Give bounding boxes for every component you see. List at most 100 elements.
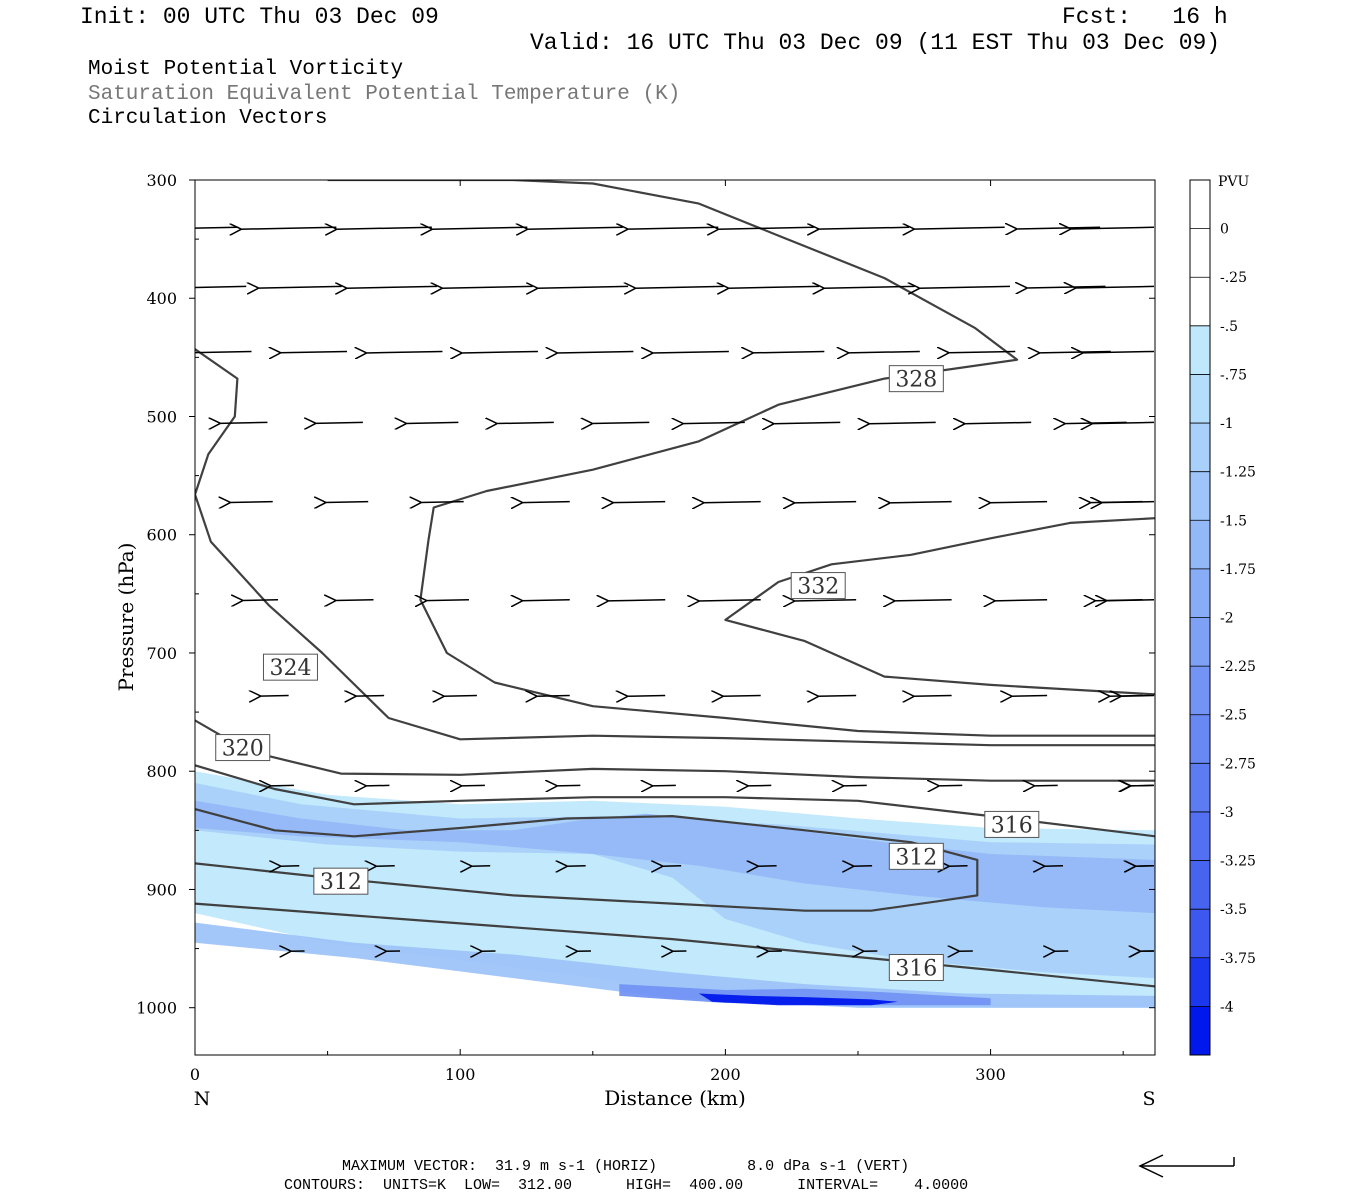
x-tick-label: 0 bbox=[190, 1065, 200, 1084]
vector-arrow bbox=[1120, 696, 1155, 697]
vector-arrow bbox=[919, 286, 1010, 288]
vector-arrow bbox=[948, 351, 1016, 352]
vector-arrow bbox=[889, 502, 952, 503]
contour-label-box bbox=[790, 572, 846, 600]
colorbar-tick-label: -.75 bbox=[1220, 367, 1247, 383]
x-tick-label: 300 bbox=[975, 1065, 1006, 1084]
contour-label: 312 bbox=[895, 845, 937, 870]
colorbar-tick-label: -3.5 bbox=[1220, 902, 1247, 918]
y-tick-label: 600 bbox=[146, 526, 177, 545]
x-end-label-right: S bbox=[1142, 1088, 1155, 1110]
vector-arrow bbox=[752, 351, 825, 352]
vector-arrow bbox=[627, 696, 666, 697]
colorbar-bin bbox=[1190, 325, 1210, 375]
contour-labels: 328 332 324 320 316 312 312 316 bbox=[215, 365, 1040, 982]
valid-time: Valid: 16 UTC Thu 03 Dec 09 (11 EST Thu … bbox=[530, 30, 1221, 56]
vector-arrow bbox=[718, 227, 814, 229]
colorbar-tick-label: -1.5 bbox=[1220, 513, 1247, 529]
colorbar-bin bbox=[1190, 957, 1210, 1007]
y-tick-label: 1000 bbox=[136, 999, 177, 1018]
vector-arrow bbox=[240, 227, 337, 229]
contour-316-2 bbox=[195, 902, 1155, 988]
init-time: Init: 00 UTC Thu 03 Dec 09 bbox=[80, 4, 439, 30]
contour-label: 324 bbox=[269, 656, 311, 681]
vector-arrow bbox=[406, 422, 459, 423]
vector-arrow bbox=[195, 226, 239, 229]
colorbar-tick-label: -2.75 bbox=[1220, 756, 1256, 772]
y-tick-label: 900 bbox=[146, 880, 177, 899]
vector-arrow bbox=[527, 227, 623, 229]
axes: 300 400 500 600 700 800 900 1000 0 100 200 300 bbox=[136, 171, 1155, 1084]
contour-label-box bbox=[215, 734, 271, 762]
vector-arrow bbox=[1082, 351, 1155, 352]
vector-arrow bbox=[1092, 422, 1155, 423]
colorbar-tick-label: -3 bbox=[1220, 805, 1234, 821]
contour-label-box bbox=[888, 842, 944, 870]
colorbar-tick-label: -3.75 bbox=[1220, 951, 1256, 967]
vector-arrow bbox=[315, 422, 363, 423]
vector-arrow bbox=[195, 350, 252, 354]
contour-label-box bbox=[313, 867, 369, 895]
pv-region-5 bbox=[698, 993, 898, 1006]
vector-arrow bbox=[258, 286, 342, 288]
y-axis-title: Pressure (hPa) bbox=[114, 543, 138, 692]
colorbar-bin bbox=[1190, 1006, 1210, 1056]
contour-label: 312 bbox=[320, 870, 362, 895]
reference-vector bbox=[1138, 1154, 1235, 1178]
contour-label-box bbox=[262, 653, 318, 681]
vector-arrow bbox=[1011, 696, 1048, 697]
vector-arrow bbox=[682, 422, 745, 423]
colorbar-tick-label: -2.25 bbox=[1220, 659, 1256, 675]
vector-arrow bbox=[426, 600, 469, 601]
vector-arrow bbox=[461, 351, 538, 353]
colorbar-tick-label: 0 bbox=[1220, 222, 1229, 238]
y-tick-label: 500 bbox=[146, 407, 177, 426]
vector-arrow bbox=[355, 696, 385, 697]
contour-label-box bbox=[888, 954, 944, 981]
vector-arrow bbox=[592, 422, 650, 423]
vector-arrow bbox=[522, 502, 570, 503]
y-tick-label: 700 bbox=[146, 644, 177, 663]
vector-arrow bbox=[420, 502, 464, 503]
vector-arrow bbox=[818, 696, 857, 697]
contour-label: 320 bbox=[222, 737, 264, 762]
vector-arrow bbox=[280, 351, 348, 352]
y-tick-label: 400 bbox=[146, 289, 177, 308]
y-tick-label: 300 bbox=[146, 171, 177, 190]
vector-arrow bbox=[913, 696, 952, 697]
colorbar-tick-label: -2.5 bbox=[1220, 708, 1247, 724]
vector-arrow bbox=[823, 286, 915, 288]
colorbar-bin bbox=[1190, 374, 1210, 424]
vector-arrow bbox=[608, 600, 666, 601]
vector-arrow bbox=[325, 502, 369, 503]
colorbar: 0 -.25 -.5 -.75 -1 -1.25 -1.5 -1.75 -2 -2.25 -2.5 -… bbox=[1189, 179, 1256, 1056]
contour-328-5 bbox=[327, 180, 1155, 737]
vector-arrow bbox=[989, 502, 1048, 503]
colorbar-bin bbox=[1190, 471, 1210, 521]
colorbar-tick-label: -1 bbox=[1220, 416, 1234, 432]
vector-arrow bbox=[703, 502, 761, 503]
vector-arrow bbox=[635, 286, 724, 288]
footer-contour-info: CONTOURS: UNITS=K LOW= 312.00 HIGH= 400.… bbox=[284, 1177, 969, 1194]
colorbar-bin bbox=[1190, 860, 1210, 910]
circulation-vectors bbox=[195, 226, 1155, 951]
contour-324-4 bbox=[195, 348, 1155, 747]
vector-arrow bbox=[698, 600, 761, 601]
vector-arrow bbox=[537, 286, 629, 288]
vector-arrow bbox=[1101, 502, 1155, 503]
vector-arrow bbox=[627, 227, 719, 229]
vector-arrow bbox=[431, 227, 528, 229]
contour-316-1 bbox=[195, 764, 1155, 838]
vector-arrow bbox=[913, 227, 1005, 229]
vector-arrow bbox=[869, 422, 936, 423]
vector-arrow bbox=[794, 502, 857, 503]
contour-320-3 bbox=[195, 719, 1155, 782]
vector-arrow bbox=[722, 696, 761, 697]
vector-arrow bbox=[794, 600, 857, 601]
contour-332-6 bbox=[724, 517, 1155, 696]
vector-arrow bbox=[242, 600, 279, 601]
colorbar-tick-label: -2 bbox=[1220, 611, 1234, 627]
vector-arrow bbox=[336, 227, 432, 229]
vector-arrow bbox=[818, 227, 910, 229]
vector-arrow bbox=[1075, 286, 1155, 288]
